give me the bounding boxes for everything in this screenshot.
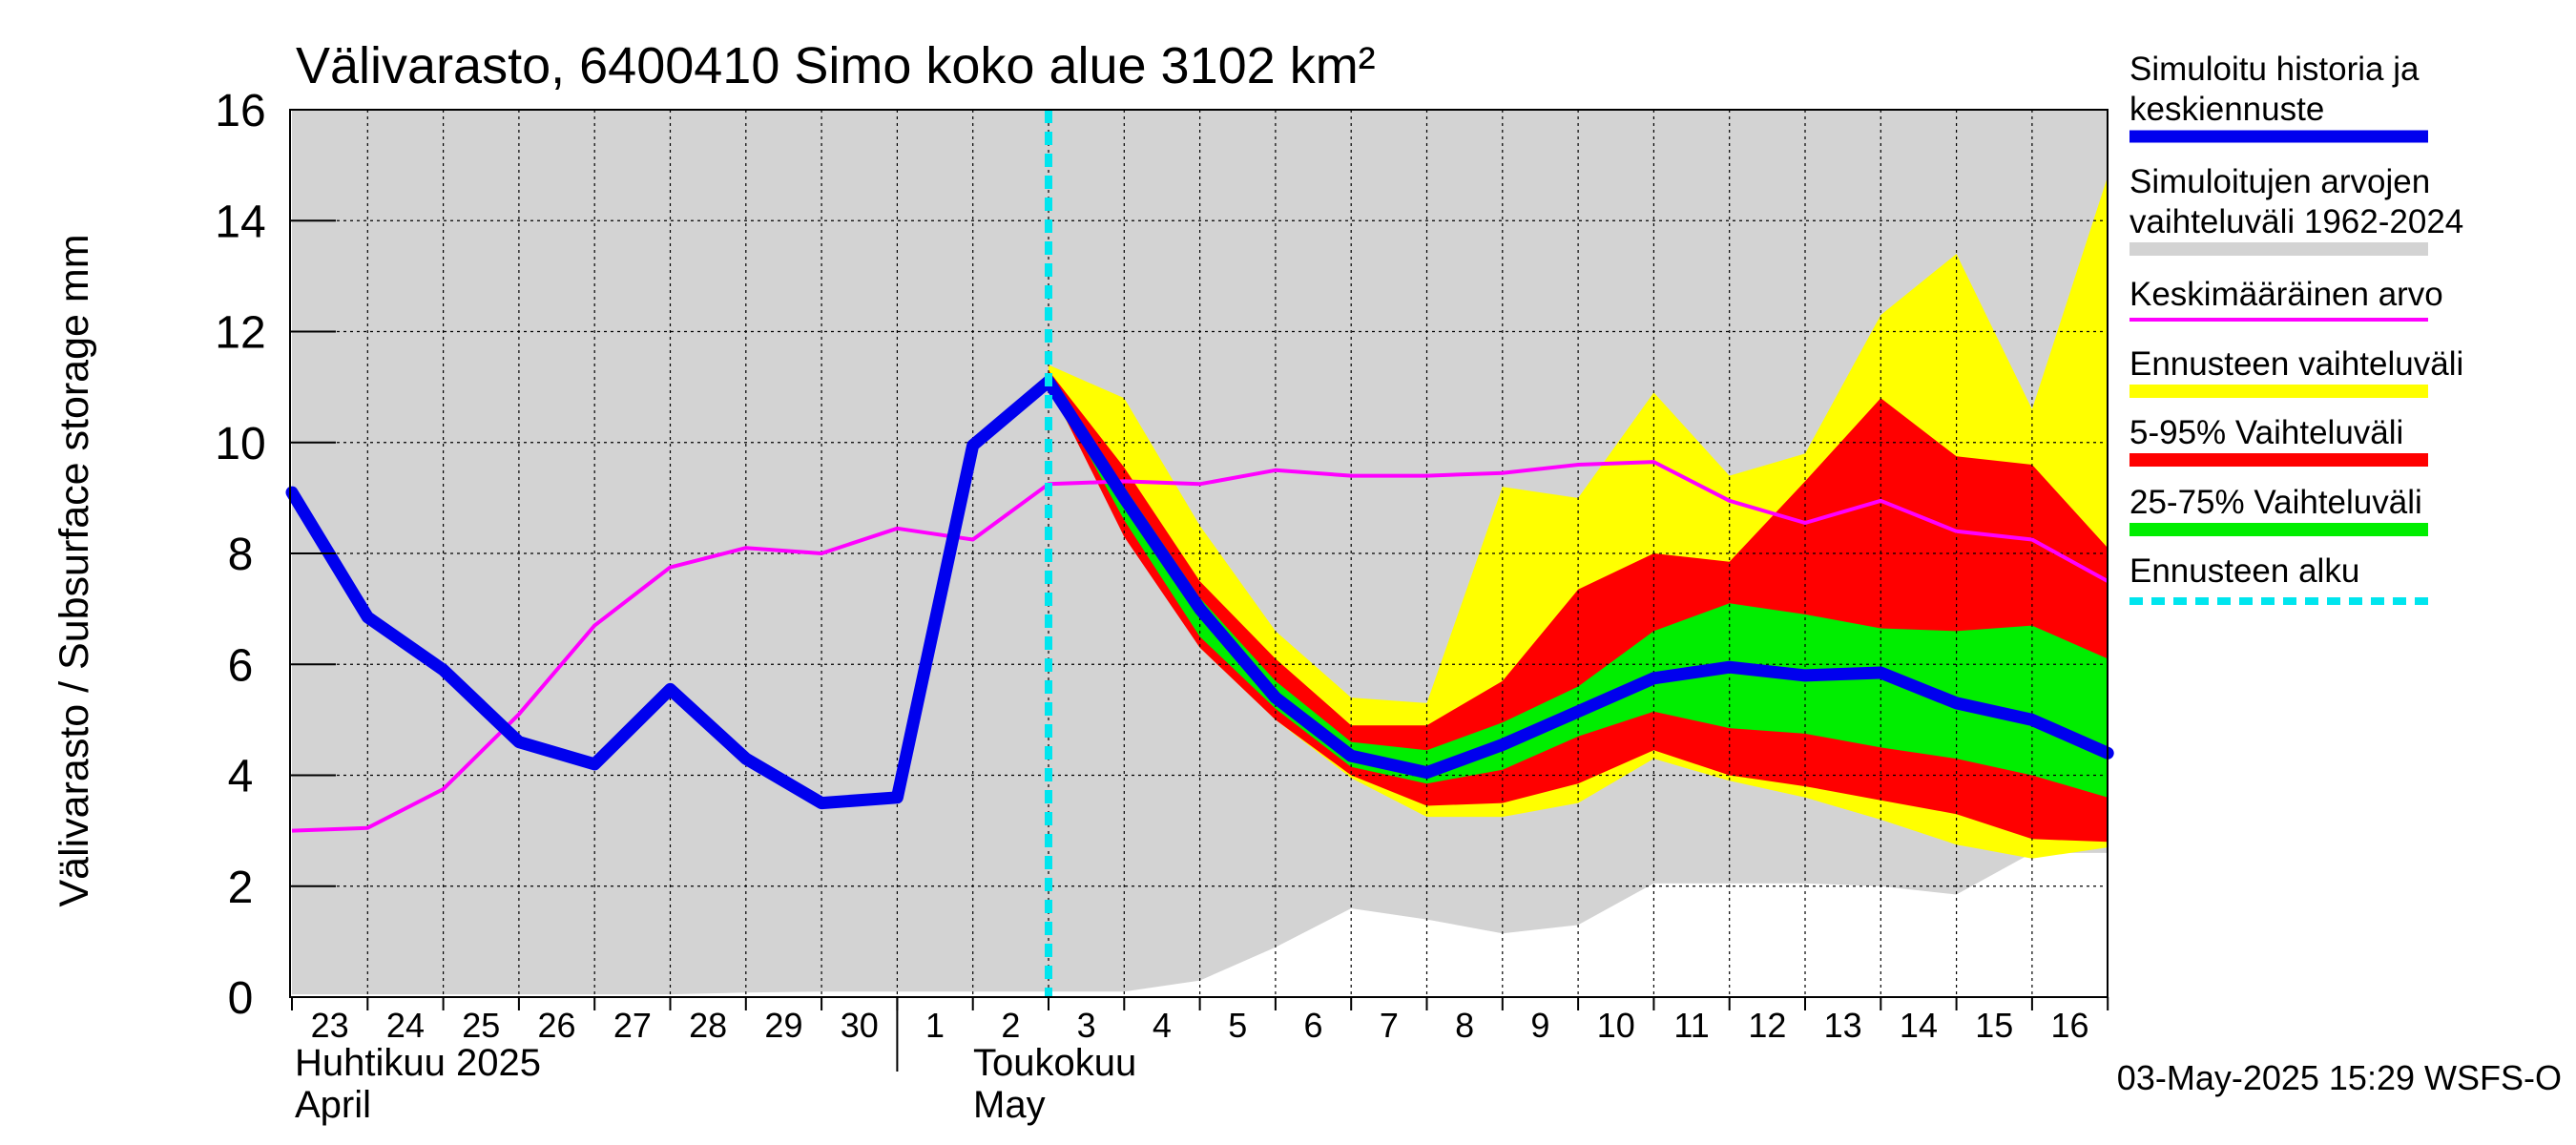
x-tick-label: 5: [1228, 1006, 1247, 1045]
x-tick-label: 25: [462, 1006, 500, 1045]
x-tick-label: 13: [1824, 1006, 1862, 1045]
x-tick-label: 27: [613, 1006, 652, 1045]
legend-label: 5-95% Vaihteluväli: [2129, 414, 2403, 451]
x-tick-label: 14: [1900, 1006, 1938, 1045]
x-tick-label: 11: [1673, 1006, 1709, 1045]
chart-title: Välivarasto, 6400410 Simo koko alue 3102…: [296, 37, 1376, 94]
x-tick-label: 29: [764, 1006, 802, 1045]
lines: [285, 110, 2114, 997]
legend-label: Ennusteen vaihteluväli: [2129, 345, 2463, 383]
x-tick-label: 12: [1748, 1006, 1786, 1045]
x-tick-label: 3: [1077, 1006, 1096, 1045]
x-tick-label: 23: [311, 1006, 349, 1045]
x-tick-label: 8: [1455, 1006, 1474, 1045]
legend-label: Simuloitu historia ja: [2129, 51, 2420, 88]
x-tick-label: 4: [1153, 1006, 1172, 1045]
y-tick-label: 12: [215, 308, 265, 359]
x-tick-label: 10: [1597, 1006, 1635, 1045]
legend-label: Keskimääräinen arvo: [2129, 276, 2443, 313]
y-axis: 0 2 4 6 8 10 12 14 16: [215, 86, 336, 1024]
y-axis-label: Välivarasto / Subsurface storage mm: [52, 234, 97, 906]
legend-label: Ennusteen alku: [2129, 552, 2359, 590]
y-tick-label: 14: [215, 197, 265, 247]
x-tick-label: 30: [841, 1006, 879, 1045]
y-tick-label: 0: [228, 973, 254, 1024]
x-tick-label: 15: [1975, 1006, 2013, 1045]
x-tick-label: 7: [1380, 1006, 1399, 1045]
y-tick-label: 10: [215, 419, 265, 469]
x-tick-label: 26: [538, 1006, 576, 1045]
mean-line: [291, 460, 2109, 833]
x-tick-label: 28: [689, 1006, 727, 1045]
legend-label: vaihteluväli 1962-2024: [2129, 203, 2463, 240]
y-tick-label: 4: [228, 752, 254, 802]
x-tick-label: 9: [1530, 1006, 1549, 1045]
legend-label: keskiennuste: [2129, 91, 2324, 128]
legend-label: Simuloitujen arvojen: [2129, 163, 2430, 200]
month-label-en: May: [973, 1084, 1046, 1126]
p25-75-band: [1049, 376, 2109, 798]
y-tick-label: 6: [228, 640, 254, 691]
x-axis: 23 24 25 26 27 28 29 30 1 2 3 4 5 6 7 8 9 10 11 12 13 14 15 16H…: [291, 997, 2109, 1126]
simulated-line: [285, 375, 2114, 810]
month-label-fi: Toukokuu: [973, 1042, 1136, 1084]
month-label-en: April: [295, 1084, 371, 1126]
x-tick-label: 24: [386, 1006, 425, 1045]
legend-label: 25-75% Vaihteluväli: [2129, 484, 2422, 521]
x-tick-label: 6: [1304, 1006, 1323, 1045]
timestamp-footer: 03-May-2025 15:29 WSFS-O: [2117, 1058, 2562, 1097]
y-tick-label: 16: [215, 86, 265, 136]
x-tick-label: 16: [2051, 1006, 2089, 1045]
y-tick-label: 8: [228, 530, 254, 580]
x-tick-label: 2: [1001, 1006, 1020, 1045]
y-tick-label: 2: [228, 863, 254, 913]
month-label-fi: Huhtikuu 2025: [295, 1042, 541, 1084]
x-tick-label: 1: [925, 1006, 945, 1045]
plot-area: [285, 109, 2114, 998]
